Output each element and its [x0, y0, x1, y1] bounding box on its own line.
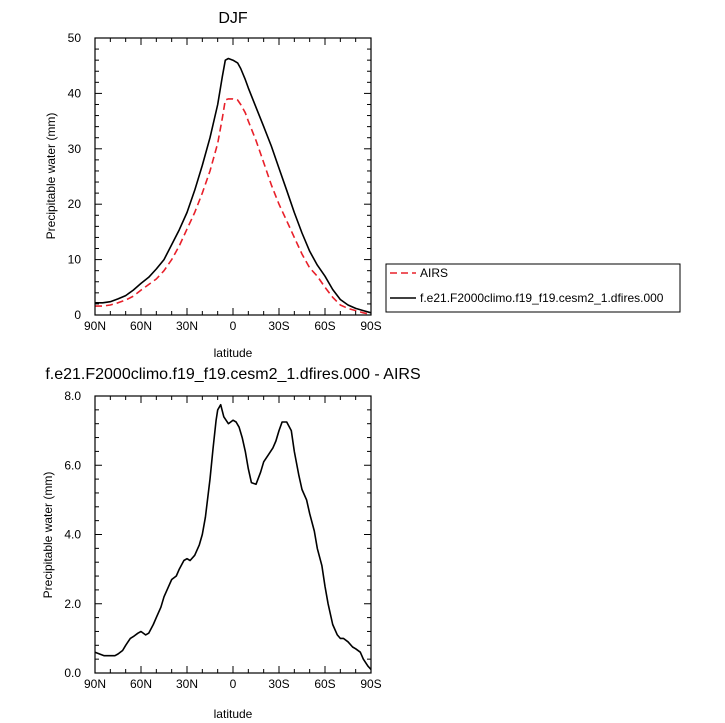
- legend: AIRS f.e21.F2000climo.f19_f19.cesm2_1.df…: [385, 263, 681, 313]
- series-line-airs: [95, 98, 372, 316]
- y-tick-label: 20: [68, 197, 82, 211]
- x-tick-label: 60N: [130, 677, 152, 691]
- x-tick-label: 0: [230, 677, 237, 691]
- tick-marks: [94, 37, 372, 316]
- y-tick-labels: 0 10 20 30 40 50: [68, 31, 82, 322]
- y-tick-label: 8.0: [64, 389, 81, 403]
- y-tick-label: 30: [68, 142, 82, 156]
- y-tick-label: 0.0: [64, 666, 81, 680]
- tick-marks: [94, 395, 372, 674]
- legend-box: [385, 263, 681, 313]
- x-tick-label: 90N: [84, 677, 106, 691]
- x-tick-label: 60N: [130, 319, 152, 333]
- y-tick-label: 0: [74, 308, 81, 322]
- x-axis-label: latitude: [214, 707, 253, 721]
- x-tick-label: 30S: [268, 677, 289, 691]
- difference-panel: f.e21.F2000climo.f19_f19.cesm2_1.dfires.…: [41, 366, 421, 721]
- series-line-difference: [94, 403, 372, 671]
- x-tick-labels: 90N 60N 30N 0 30S 60S 90S: [84, 319, 382, 333]
- x-tick-labels: 90N 60N 30N 0 30S 60S 90S: [84, 677, 382, 691]
- legend-label-airs: AIRS: [420, 266, 448, 280]
- x-tick-label: 30N: [176, 677, 198, 691]
- plot-frame: [94, 395, 372, 674]
- y-tick-labels: 0.0 2.0 4.0 6.0 8.0: [64, 389, 81, 680]
- x-tick-label: 60S: [314, 677, 335, 691]
- djf-panel: DJF 90N 60N 30N 0 30S 60S 90S 0 10 20 30 40 50 lati…: [44, 10, 382, 360]
- chart-title: DJF: [218, 10, 248, 27]
- y-tick-label: 10: [68, 253, 82, 267]
- y-tick-label: 40: [68, 86, 82, 100]
- x-tick-label: 30N: [176, 319, 198, 333]
- plot-frame: [94, 37, 372, 316]
- x-tick-label: 60S: [314, 319, 335, 333]
- series-group: [95, 57, 372, 316]
- x-tick-label: 90N: [84, 319, 106, 333]
- x-axis-label: latitude: [214, 346, 253, 360]
- y-tick-label: 2.0: [64, 597, 81, 611]
- legend-label-model: f.e21.F2000climo.f19_f19.cesm2_1.dfires.…: [420, 291, 664, 305]
- y-tick-label: 4.0: [64, 528, 81, 542]
- x-tick-label: 0: [230, 319, 237, 333]
- series-group: [94, 403, 372, 671]
- y-tick-label: 6.0: [64, 458, 81, 472]
- y-tick-label: 50: [68, 31, 82, 45]
- x-tick-label: 90S: [360, 319, 381, 333]
- y-axis-label: Precipitable water (mm): [41, 472, 55, 599]
- y-axis-label: Precipitable water (mm): [44, 113, 58, 240]
- x-tick-label: 30S: [268, 319, 289, 333]
- chart-title: f.e21.F2000climo.f19_f19.cesm2_1.dfires.…: [45, 366, 420, 383]
- x-tick-label: 90S: [360, 677, 381, 691]
- series-line-model: [95, 57, 372, 314]
